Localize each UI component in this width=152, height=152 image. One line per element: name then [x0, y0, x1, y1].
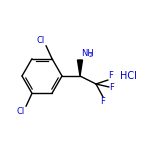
- Text: Cl: Cl: [17, 107, 25, 116]
- Text: F: F: [109, 71, 113, 79]
- Text: F: F: [109, 83, 114, 92]
- Text: NH: NH: [81, 50, 94, 59]
- Polygon shape: [78, 60, 83, 76]
- Text: Cl: Cl: [37, 36, 45, 45]
- Text: HCl: HCl: [120, 71, 136, 81]
- Text: 2: 2: [88, 53, 93, 58]
- Text: F: F: [101, 97, 105, 107]
